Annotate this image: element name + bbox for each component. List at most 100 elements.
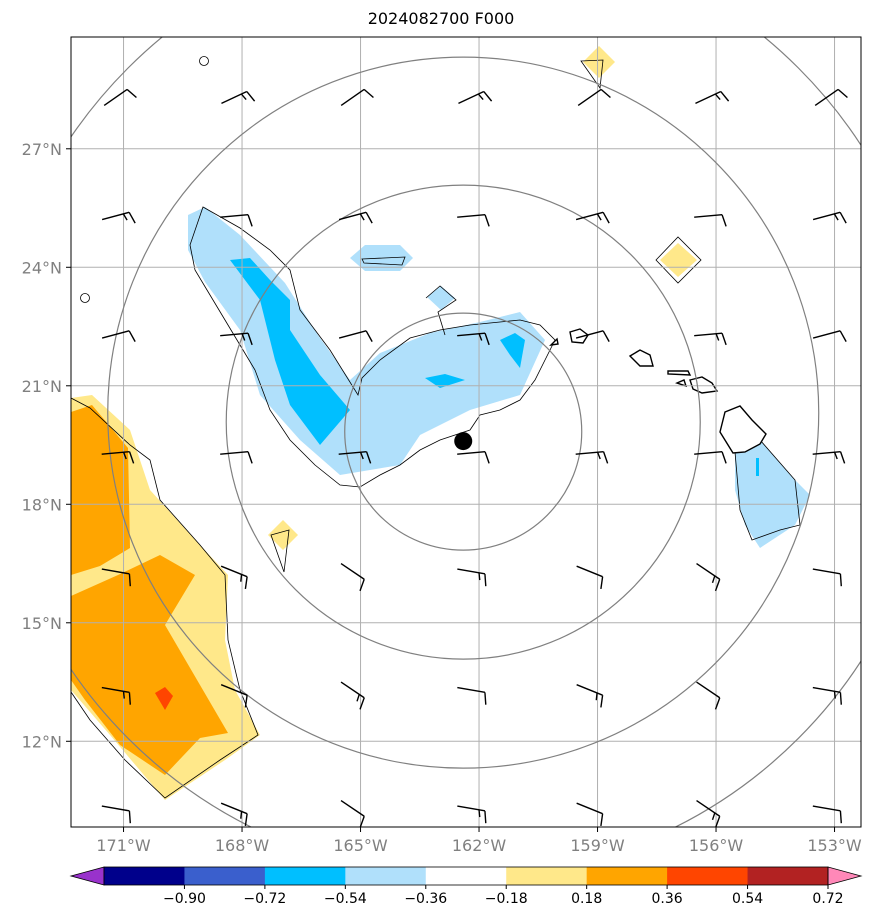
shade-negative-core-4 — [756, 458, 759, 476]
wind-barb — [220, 565, 248, 590]
wind-barb — [575, 211, 610, 224]
wind-barb — [695, 90, 730, 104]
wind-barb — [812, 805, 842, 824]
map-title: 2024082700 F000 — [367, 9, 515, 28]
range-ring — [225, 184, 701, 660]
shaded-field — [71, 46, 810, 800]
colorbar-tick-label: −0.90 — [163, 891, 206, 907]
colorbar-tick-label: −0.54 — [324, 891, 367, 907]
colorbar: −0.90 −0.72 −0.54 −0.36 −0.18 0.18 0.36 0.54 0.7… — [69, 866, 863, 907]
contour-line-top — [580, 59, 604, 90]
wind-barb — [220, 214, 253, 227]
wind-barb — [577, 88, 611, 107]
map-area — [71, 46, 810, 800]
map-frame — [70, 36, 862, 828]
contour-line-east-diamond — [655, 236, 702, 284]
wind-barb — [101, 330, 136, 342]
contour-line-circle-1 — [199, 56, 209, 66]
colorbar-segment — [184, 867, 266, 885]
x-tick-label: 159°W — [570, 836, 625, 855]
x-axis: 171°W 168°W 165°W 162°W 159°W 156°W 153°W — [96, 827, 862, 855]
contour-line-south — [270, 529, 290, 573]
wind-barb — [694, 332, 727, 346]
wind-barb — [576, 565, 604, 590]
wind-barb — [812, 330, 847, 342]
wind-barb — [457, 332, 490, 346]
island-niihau-kauai — [569, 328, 589, 344]
coastlines — [549, 328, 767, 454]
wind-barb — [814, 88, 848, 107]
contour-lines — [71, 56, 801, 799]
colorbar-segment — [425, 867, 507, 885]
x-tick-label: 162°W — [452, 836, 507, 855]
contour-line-west — [71, 397, 259, 799]
island-lanai — [675, 379, 688, 388]
shade-positive-west-core — [71, 405, 228, 775]
wind-barb — [696, 563, 721, 592]
x-tick-label: 156°W — [689, 836, 744, 855]
shade-positive-east — [660, 243, 697, 277]
shade-positive-west-peak — [155, 687, 173, 710]
island-molokai — [667, 370, 692, 376]
shade-negative-band — [188, 207, 545, 475]
y-tick-label: 24°N — [22, 258, 62, 277]
y-tick-label: 18°N — [22, 495, 62, 514]
wind-barbs — [101, 88, 848, 827]
contour-line-east — [734, 439, 801, 541]
island-oahu — [628, 349, 654, 367]
wind-barb — [694, 451, 727, 464]
wind-barb — [812, 686, 842, 705]
colorbar-frame — [103, 866, 829, 886]
wind-barb — [457, 451, 490, 464]
island-small — [549, 337, 559, 346]
contour-line-north — [361, 256, 406, 266]
wind-barb — [576, 684, 604, 708]
contour-line-small — [425, 285, 457, 336]
range-ring — [107, 56, 820, 769]
wind-barb — [103, 88, 137, 107]
wind-barb — [812, 451, 846, 464]
y-axis: 12°N 15°N 18°N 21°N 24°N 27°N — [22, 140, 71, 751]
colorbar-segment — [345, 867, 427, 885]
wind-barb — [101, 211, 136, 224]
wind-barb — [340, 563, 365, 592]
wind-barb — [696, 681, 721, 710]
y-tick-label: 12°N — [22, 732, 62, 751]
wind-barb — [101, 686, 131, 705]
shade-positive-south — [268, 520, 298, 550]
colorbar-segment — [586, 867, 668, 885]
wind-barb — [575, 451, 609, 464]
colorbar-tick-label: −0.72 — [243, 891, 286, 907]
wind-barb — [220, 802, 248, 827]
colorbar-segment — [667, 867, 749, 885]
shade-negative-core-3 — [425, 374, 465, 388]
x-tick-label: 168°W — [215, 836, 270, 855]
wind-barb — [812, 568, 842, 587]
x-tick-label: 171°W — [96, 836, 151, 855]
contour-line-main — [189, 206, 556, 488]
shade-negative-core-2 — [500, 333, 525, 368]
colorbar-tick-label: −0.36 — [404, 891, 447, 907]
wind-barb — [101, 568, 131, 587]
colorbar-tick-label: 0.18 — [571, 891, 602, 907]
y-tick-label: 27°N — [22, 140, 62, 159]
colorbar-segment — [264, 867, 346, 885]
wind-barb — [220, 332, 253, 346]
range-ring — [344, 312, 583, 551]
wind-barb — [101, 451, 135, 464]
shade-negative-east — [735, 440, 810, 548]
wind-barb — [457, 568, 487, 587]
wind-barb — [220, 451, 253, 464]
wind-barb — [457, 686, 487, 705]
colorbar-tick-label: 0.54 — [732, 891, 763, 907]
shade-negative-small — [427, 286, 455, 310]
wind-barb — [340, 800, 365, 827]
wind-barb — [221, 90, 256, 104]
wind-barb — [340, 681, 365, 710]
y-tick-label: 15°N — [22, 614, 62, 633]
gridlines — [71, 37, 861, 827]
wind-barb — [576, 802, 604, 827]
wind-barb — [101, 805, 131, 824]
colorbar-segment — [104, 867, 185, 885]
colorbar-segment — [506, 867, 588, 885]
